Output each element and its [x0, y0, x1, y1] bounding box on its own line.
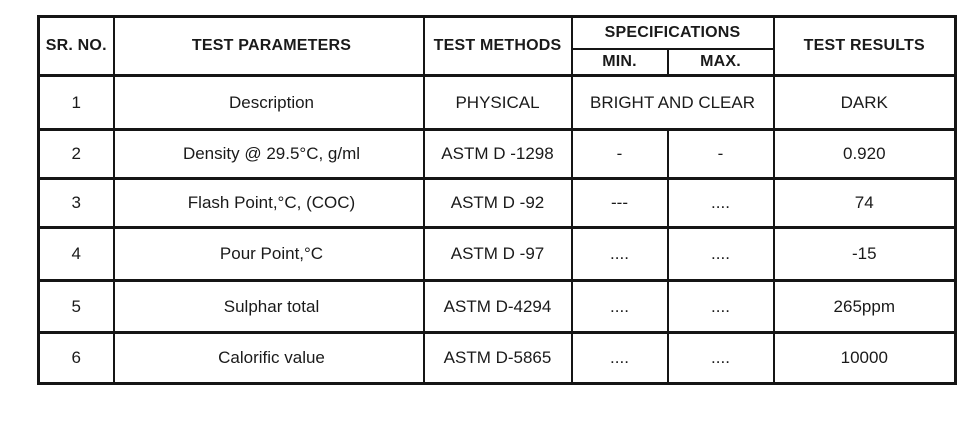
- cell-sr-no: 4: [37, 226, 115, 282]
- table-body: 1 Description PHYSICAL BRIGHT AND CLEAR …: [37, 74, 957, 385]
- cell-sr-no: 2: [37, 128, 115, 180]
- header-cell-sr-no: SR. NO.: [37, 15, 115, 77]
- header-cell-test-methods: TEST METHODS: [422, 15, 573, 77]
- header-cell-max: MAX.: [666, 47, 775, 77]
- cell-result: 265ppm: [772, 279, 957, 334]
- cell-result: 0.920: [772, 128, 957, 180]
- cell-sr-no: 3: [37, 177, 115, 229]
- table-row: 1 Description PHYSICAL BRIGHT AND CLEAR …: [37, 74, 957, 131]
- cell-result: 10000: [772, 331, 957, 385]
- cell-spec-min: ---: [570, 177, 669, 229]
- table-row: 3 Flash Point,°C, (COC) ASTM D -92 --- .…: [37, 177, 957, 229]
- table-header: SR. NO. TEST PARAMETERS TEST METHODS SPE…: [37, 15, 957, 77]
- table-row: 6 Calorific value ASTM D-5865 .... .... …: [37, 331, 957, 385]
- cell-method: ASTM D-5865: [422, 331, 573, 385]
- test-report-table: SR. NO. TEST PARAMETERS TEST METHODS SPE…: [37, 15, 958, 385]
- cell-spec-min: ....: [570, 331, 669, 385]
- cell-parameter: Pour Point,°C: [112, 226, 425, 282]
- cell-parameter: Description: [112, 74, 425, 131]
- cell-sr-no: 6: [37, 331, 115, 385]
- cell-spec-max: ....: [666, 279, 775, 334]
- cell-spec-min: ....: [570, 279, 669, 334]
- cell-parameter: Density @ 29.5°C, g/ml: [112, 128, 425, 180]
- header-row-top: SR. NO. TEST PARAMETERS TEST METHODS SPE…: [37, 15, 957, 77]
- cell-spec-max: ....: [666, 177, 775, 229]
- cell-method: ASTM D -92: [422, 177, 573, 229]
- header-row-min-max: MIN. MAX.: [39, 47, 956, 77]
- cell-method: PHYSICAL: [422, 74, 573, 131]
- cell-method: ASTM D-4294: [422, 279, 573, 334]
- cell-parameter: Calorific value: [112, 331, 425, 385]
- cell-spec-max: ....: [666, 331, 775, 385]
- cell-sr-no: 5: [37, 279, 115, 334]
- header-cell-test-results: TEST RESULTS: [772, 15, 957, 77]
- cell-spec-min: ....: [570, 226, 669, 282]
- cell-sr-no: 1: [37, 74, 115, 131]
- cell-spec-max: ....: [666, 226, 775, 282]
- header-cell-test-parameters: TEST PARAMETERS: [112, 15, 425, 77]
- cell-parameter: Sulphar total: [112, 279, 425, 334]
- cell-result: 74: [772, 177, 957, 229]
- cell-spec-max: -: [666, 128, 775, 180]
- cell-result: DARK: [772, 74, 957, 131]
- cell-spec-combined: BRIGHT AND CLEAR: [570, 74, 775, 131]
- table-row: 2 Density @ 29.5°C, g/ml ASTM D -1298 - …: [37, 128, 957, 180]
- cell-spec-min: -: [570, 128, 669, 180]
- cell-method: ASTM D -97: [422, 226, 573, 282]
- cell-parameter: Flash Point,°C, (COC): [112, 177, 425, 229]
- table-row: 5 Sulphar total ASTM D-4294 .... .... 26…: [37, 279, 957, 334]
- cell-result: -15: [772, 226, 957, 282]
- header-cell-specifications: SPECIFICATIONS: [570, 15, 775, 50]
- header-cell-min: MIN.: [570, 47, 669, 77]
- cell-method: ASTM D -1298: [422, 128, 573, 180]
- table-row: 4 Pour Point,°C ASTM D -97 .... .... -15: [37, 226, 957, 282]
